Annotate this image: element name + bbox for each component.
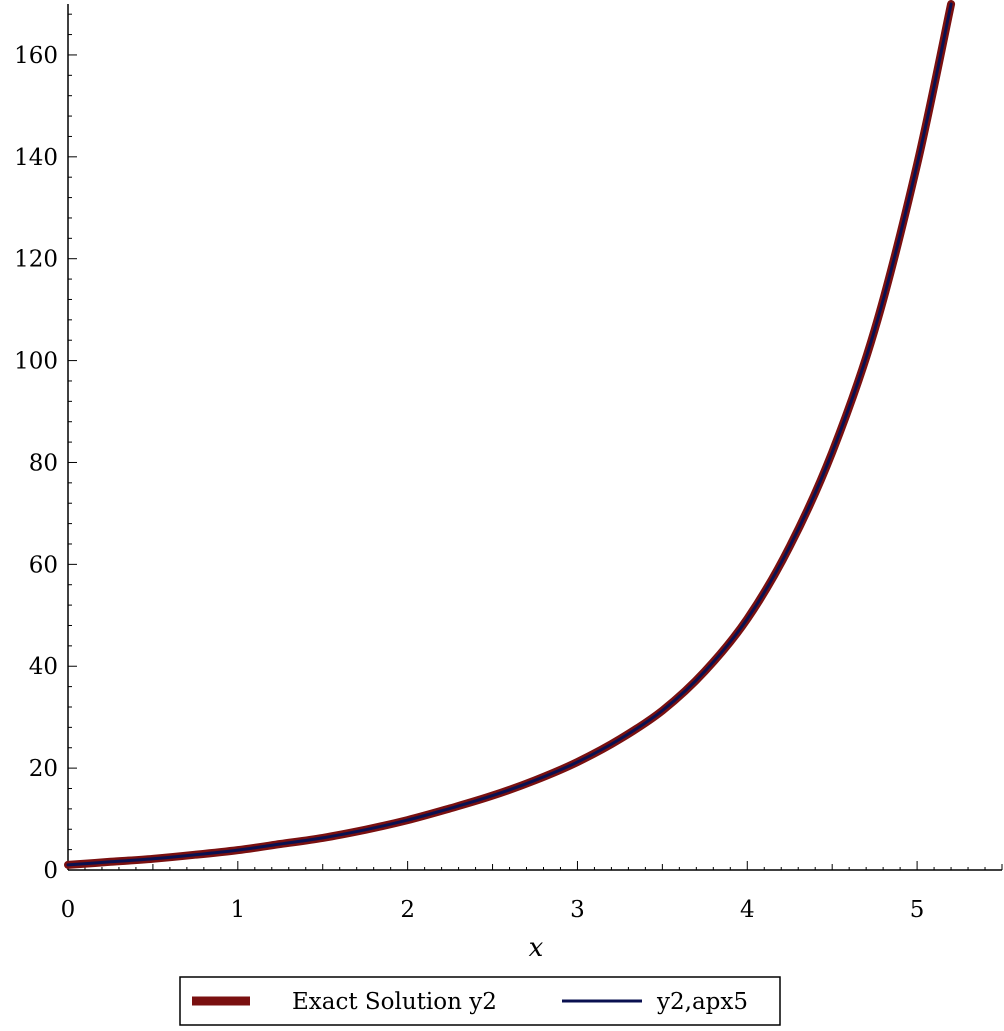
x-tick-label: 1 — [230, 897, 245, 923]
y-tick-label: 20 — [29, 756, 58, 782]
series-apx-line — [66, 2, 953, 867]
legend-entry-exact: Exact Solution y2 — [292, 989, 497, 1015]
y-tick-label: 60 — [29, 552, 58, 578]
series-exact-line — [64, 0, 956, 869]
x-tick-label: 5 — [910, 897, 925, 923]
x-tick-label: 4 — [740, 897, 755, 923]
y-tick-label: 0 — [43, 858, 58, 884]
legend-entry-apx: y2,apx5 — [656, 989, 748, 1015]
y-tick-label: 160 — [14, 43, 58, 69]
x-tick-label: 2 — [400, 897, 415, 923]
legend-box — [179, 976, 781, 1026]
x-tick-label: 3 — [570, 897, 585, 923]
y-tick-label: 80 — [29, 450, 58, 476]
y-tick-label: 120 — [14, 247, 58, 273]
x-axis-label: x — [529, 933, 544, 963]
y-tick-label: 40 — [29, 654, 58, 680]
axes: 0 1 2 3 4 5 0 20 40 60 80 100 120 140 160 — [14, 4, 1003, 923]
y-tick-label: 100 — [14, 349, 58, 375]
y-tick-label: 140 — [14, 145, 58, 171]
x-tick-label: 0 — [61, 897, 76, 923]
series-layer — [64, 0, 956, 869]
legend: Exact Solution y2 y2,apx5 — [179, 976, 781, 1026]
